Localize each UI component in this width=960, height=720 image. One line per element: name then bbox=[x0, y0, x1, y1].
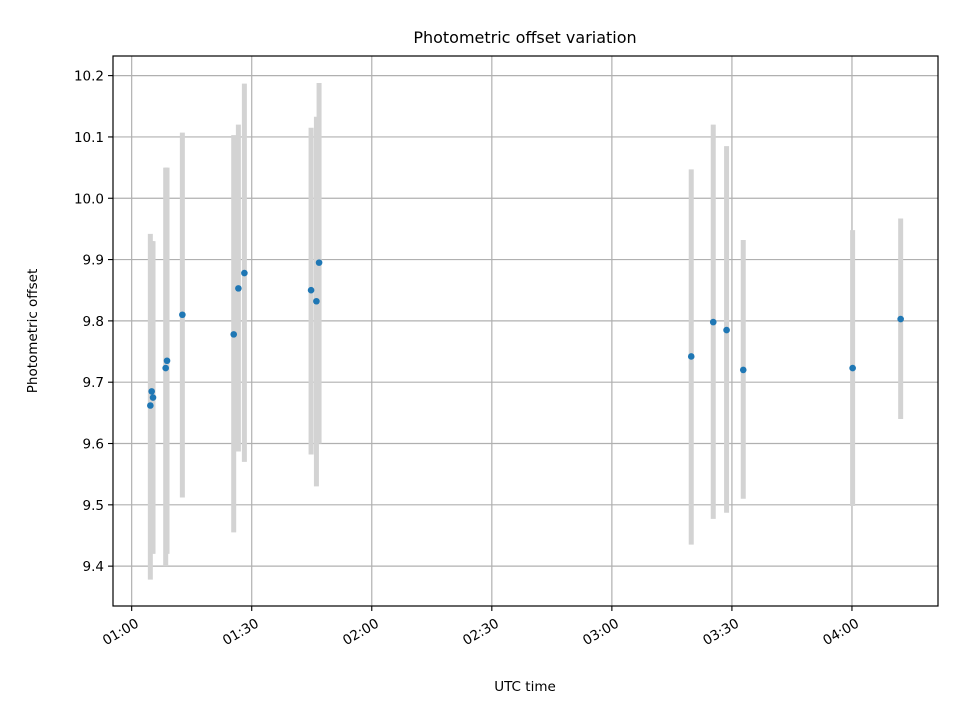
data-point bbox=[307, 286, 315, 294]
y-tick-label: 9.6 bbox=[83, 437, 104, 453]
chart-title: Photometric offset variation bbox=[413, 28, 636, 47]
x-tick-label: 03:00 bbox=[580, 616, 622, 649]
x-tick-label: 04:00 bbox=[820, 616, 862, 649]
data-point bbox=[687, 353, 695, 360]
data-point bbox=[148, 388, 155, 395]
y-tick-label: 9.8 bbox=[83, 314, 104, 330]
y-tick-label: 9.9 bbox=[83, 253, 104, 269]
data-point bbox=[163, 357, 171, 365]
x-tick-label: 02:30 bbox=[460, 616, 502, 649]
data-point bbox=[179, 311, 186, 319]
y-axis-label: Photometric offset bbox=[25, 269, 41, 393]
data-point bbox=[849, 364, 856, 372]
data-point bbox=[241, 269, 248, 277]
x-tick-label: 01:00 bbox=[100, 616, 142, 649]
grid-lines bbox=[113, 56, 938, 606]
x-tick-label: 01:30 bbox=[220, 616, 262, 649]
x-tick-label: 03:30 bbox=[700, 616, 742, 649]
y-tick-label: 10.1 bbox=[74, 130, 104, 146]
y-tick-label: 9.5 bbox=[83, 498, 104, 514]
data-point bbox=[315, 259, 323, 266]
data-point bbox=[723, 326, 730, 334]
data-point bbox=[709, 318, 717, 326]
x-tick-label: 02:00 bbox=[340, 616, 382, 649]
y-tick-label: 10.2 bbox=[74, 69, 104, 85]
x-axis-label: UTC time bbox=[494, 679, 556, 695]
data-points bbox=[147, 259, 904, 409]
data-point bbox=[162, 364, 169, 372]
data-point bbox=[739, 366, 747, 374]
data-point bbox=[235, 285, 242, 292]
data-point bbox=[147, 402, 154, 409]
y-tick-label: 9.7 bbox=[83, 375, 104, 391]
data-point bbox=[897, 315, 904, 323]
y-tick-label: 9.4 bbox=[83, 559, 104, 575]
data-point bbox=[313, 297, 320, 305]
axis-ticks: 01:00 01:30 02:00 02:30 03:00 03:30 04:00 9.4 9.… bbox=[74, 69, 862, 649]
data-point bbox=[149, 394, 157, 401]
plot-frame bbox=[112, 55, 939, 607]
data-point bbox=[230, 331, 238, 338]
y-tick-label: 10.0 bbox=[74, 191, 104, 207]
